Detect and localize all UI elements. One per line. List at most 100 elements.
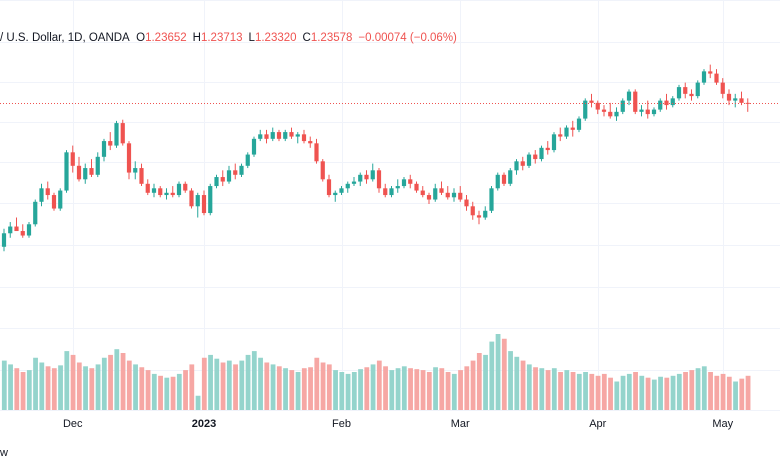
- volume-layer: [1, 334, 751, 410]
- volume-bar: [433, 367, 438, 410]
- volume-bar: [539, 368, 545, 410]
- volume-bar: [470, 360, 476, 410]
- candle-body: [114, 123, 119, 146]
- volume-bar: [545, 370, 551, 410]
- volume-bar: [208, 354, 213, 410]
- candle-body: [639, 109, 644, 112]
- candle-body: [520, 161, 525, 166]
- candle-body: [701, 71, 707, 83]
- candle-body: [464, 199, 469, 207]
- candle-body: [126, 143, 132, 173]
- candle-body: [445, 192, 450, 198]
- candle-body: [51, 195, 57, 209]
- volume-bar: [258, 357, 263, 410]
- volume-bar: [295, 372, 301, 410]
- candle-body: [108, 141, 113, 146]
- volume-bar: [133, 364, 138, 410]
- candle-body: [220, 177, 225, 182]
- candle-body: [451, 192, 457, 198]
- brand-text: w: [0, 447, 8, 459]
- volume-bar: [451, 373, 457, 410]
- candle-body: [245, 154, 250, 166]
- candle-body: [514, 161, 519, 171]
- volume-bar: [158, 375, 163, 410]
- volume-bar: [245, 354, 251, 410]
- volume-bar: [533, 367, 538, 410]
- volume-bar: [564, 370, 570, 410]
- candle-body: [183, 183, 188, 191]
- candle-body: [564, 127, 569, 137]
- volume-bar: [458, 370, 463, 410]
- volume-bar: [439, 368, 445, 410]
- volume-bar: [108, 354, 113, 410]
- volume-bar: [689, 370, 695, 410]
- candle-body: [351, 181, 357, 184]
- x-axis: Dec 2023 Feb Mar Apr May: [63, 418, 734, 430]
- candle-body: [295, 134, 300, 137]
- volume-bar: [651, 379, 657, 410]
- candle-body: [476, 215, 482, 218]
- volume-bar: [608, 377, 613, 410]
- candle-body: [708, 71, 713, 74]
- candle-body: [376, 170, 382, 189]
- volume-bar: [170, 376, 176, 410]
- candle-body: [239, 165, 244, 175]
- candle-body: [58, 190, 63, 209]
- volume-bar: [495, 334, 501, 410]
- volume-bar: [139, 367, 145, 410]
- candle-body: [533, 154, 538, 160]
- volume-bar: [164, 377, 170, 410]
- volume-bar: [558, 372, 563, 410]
- candle-body: [164, 192, 169, 196]
- volume-bar: [145, 370, 151, 410]
- x-tick-label: Feb: [332, 418, 351, 430]
- close-label: C: [302, 32, 311, 44]
- candle-body: [401, 179, 407, 187]
- volume-bar: [701, 366, 707, 410]
- volume-bar: [726, 376, 732, 410]
- volume-bar: [251, 351, 257, 410]
- volume-bar: [683, 372, 688, 410]
- volume-bar: [720, 373, 726, 410]
- candle-body: [289, 132, 294, 137]
- candle-body: [739, 98, 744, 103]
- volume-bar: [114, 349, 120, 410]
- volume-bar: [308, 367, 313, 410]
- candle-body: [151, 188, 157, 193]
- ohlc-legend: / U.S. Dollar, 1D, OANDA O1.23652 H1.2371…: [0, 32, 457, 44]
- volume-bar: [420, 370, 426, 410]
- volume-bar: [445, 372, 451, 410]
- volume-bar: [395, 368, 401, 410]
- candle-body: [626, 91, 632, 101]
- volume-bar: [320, 362, 326, 410]
- volume-bar: [276, 366, 282, 410]
- candle-body: [145, 183, 150, 193]
- volume-bar: [239, 360, 245, 410]
- high-value: 1.23713: [200, 32, 243, 44]
- candle-body: [670, 98, 675, 106]
- candle-body: [76, 165, 82, 180]
- candle-body: [339, 188, 344, 193]
- candle-body: [308, 141, 313, 144]
- volume-bar: [101, 357, 107, 410]
- volume-bar: [70, 354, 76, 410]
- high-label: H: [192, 32, 201, 44]
- candle-body: [383, 188, 388, 196]
- candle-body: [489, 188, 494, 211]
- volume-bar: [733, 381, 738, 410]
- candle-body: [95, 156, 100, 175]
- volume-bar: [551, 368, 557, 410]
- candle-body: [89, 168, 94, 175]
- candle-body: [226, 170, 232, 182]
- volume-bar: [195, 395, 201, 410]
- volume-bar: [283, 368, 288, 410]
- candle-body: [539, 147, 544, 160]
- volume-bar: [370, 364, 376, 410]
- candle-body: [276, 132, 282, 139]
- volume-bar: [83, 366, 88, 410]
- volume-bar: [333, 370, 338, 410]
- volume-bar: [745, 375, 751, 410]
- volume-bar: [120, 353, 126, 410]
- volume-bar: [501, 338, 507, 410]
- volume-bar: [570, 372, 576, 410]
